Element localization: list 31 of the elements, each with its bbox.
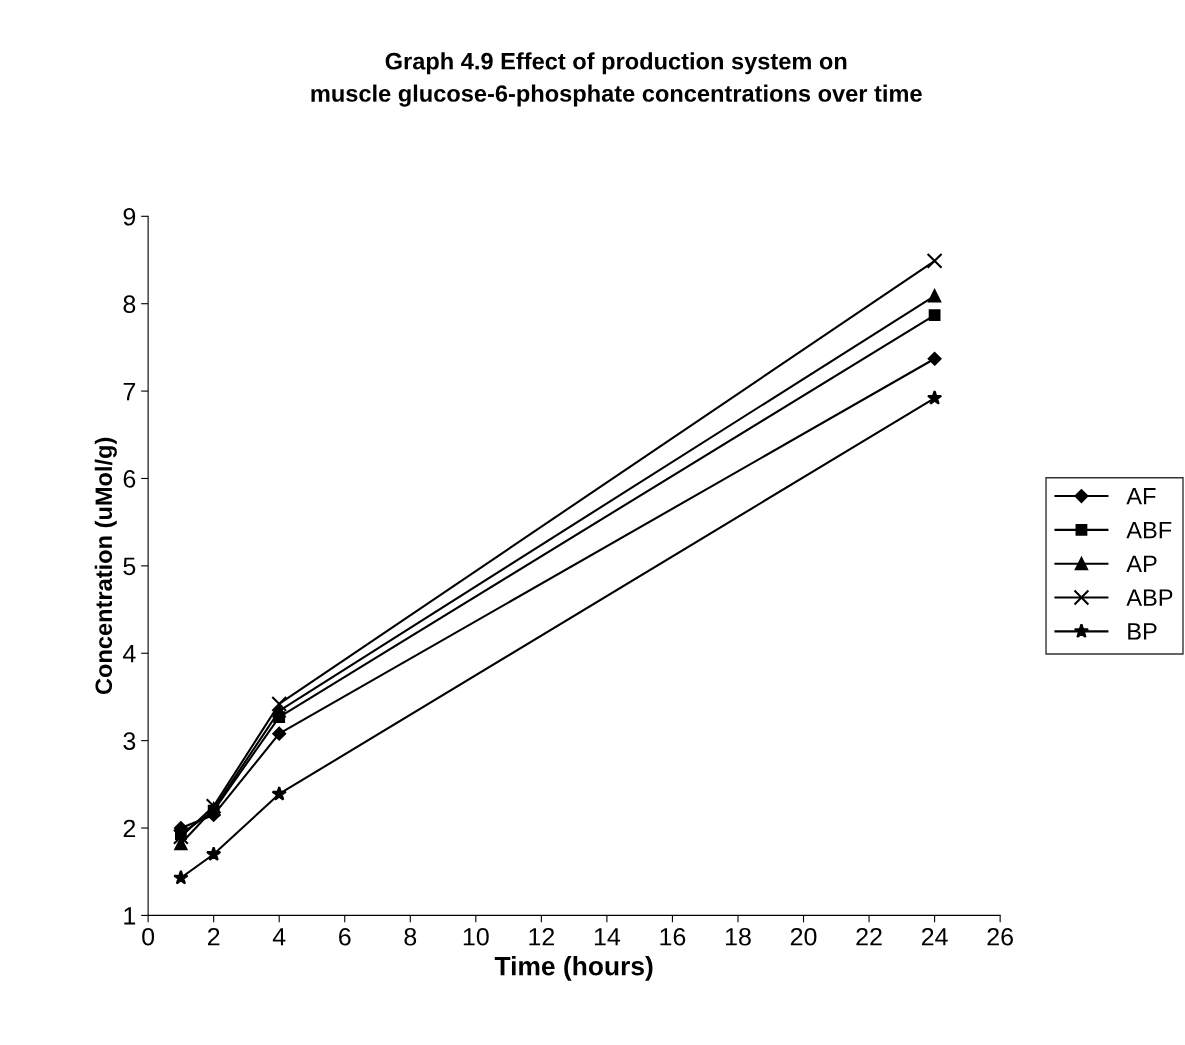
- legend-label: AF: [1126, 488, 1156, 505]
- y-tick-label: 2: [123, 819, 136, 838]
- y-tick-label: 4: [122, 645, 136, 663]
- x-tick-label: 26: [987, 927, 1013, 946]
- y-tick-label: 9: [123, 207, 136, 226]
- x-tick-label: 16: [660, 927, 686, 946]
- legend-label: BP: [1128, 623, 1157, 640]
- x-tick-label: 8: [404, 927, 417, 946]
- y-tick-label: 1: [124, 907, 136, 925]
- x-tick-label: 6: [339, 927, 351, 946]
- y-tick-label: 7: [123, 382, 136, 401]
- legend-label: ABF: [1126, 521, 1172, 539]
- x-tick-label: 10: [463, 927, 489, 946]
- x-tick-label: 12: [529, 927, 555, 946]
- x-tick-label: 0: [142, 927, 155, 946]
- x-tick-label: 22: [856, 927, 882, 946]
- x-tick-label: 2: [207, 927, 220, 946]
- legend-label: ABP: [1126, 589, 1173, 606]
- y-axis-title: Concentration (uMol/g): [94, 437, 117, 695]
- x-tick-label: 4: [272, 928, 286, 946]
- x-tick-label: 24: [921, 927, 948, 946]
- chart-title: Graph 4.9 Effect of production system on muscle glucose-6-phosphate concentrations over time: [311, 52, 922, 107]
- y-tick-label: 6: [123, 470, 136, 488]
- x-axis-title: Time (hours): [494, 956, 653, 981]
- legend-label: AP: [1126, 555, 1157, 572]
- x-tick-label: 18: [725, 927, 751, 946]
- y-tick-label: 8: [123, 295, 136, 314]
- x-tick-label: 20: [790, 927, 817, 946]
- y-tick-label: 3: [123, 732, 136, 750]
- x-tick-label: 14: [594, 928, 621, 946]
- y-tick-label: 5: [123, 557, 136, 576]
